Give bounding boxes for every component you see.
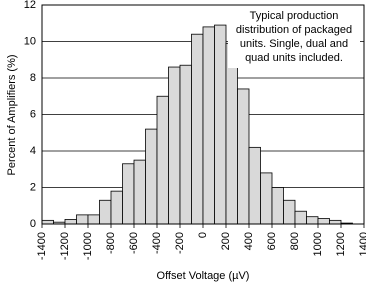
- bar: [317, 218, 330, 225]
- bar: [283, 199, 296, 225]
- bar: [191, 33, 204, 225]
- annotation: distribution of packaged: [236, 24, 352, 36]
- x-tick-label: -400: [151, 232, 163, 254]
- annotation-box: [228, 8, 360, 68]
- bar: [179, 64, 192, 225]
- x-tick-label: -1400: [36, 232, 48, 260]
- bar: [271, 187, 284, 225]
- x-tick-label: 200: [220, 232, 232, 250]
- bar: [110, 190, 123, 225]
- y-tick-label: 12: [24, 0, 36, 11]
- bar: [237, 88, 250, 225]
- y-tick-label: 10: [24, 35, 36, 47]
- y-tick-label: 2: [30, 181, 36, 193]
- bar: [214, 24, 227, 225]
- bar: [329, 219, 342, 225]
- y-tick-label: 4: [30, 145, 36, 157]
- x-tick-label: 0: [197, 232, 209, 238]
- x-tick-label: -1000: [82, 232, 94, 260]
- bar: [168, 66, 181, 225]
- bar: [145, 128, 158, 225]
- x-tick-label: -600: [128, 232, 140, 254]
- bar: [99, 199, 112, 225]
- bar: [41, 219, 54, 225]
- bar: [87, 214, 100, 225]
- bar: [225, 42, 238, 225]
- bar: [76, 214, 89, 225]
- y-tick-label: 8: [30, 72, 36, 84]
- y-tick-label: 6: [30, 108, 36, 120]
- bar: [306, 216, 319, 225]
- x-tick-label: 800: [289, 232, 301, 250]
- bar: [122, 163, 135, 225]
- annotation: units. Single, dual and: [240, 38, 348, 50]
- annotation: Typical production: [250, 10, 339, 22]
- x-tick-label: 1200: [335, 232, 347, 256]
- x-axis-label: Offset Voltage (µV): [157, 270, 250, 282]
- bar: [156, 95, 169, 225]
- y-axis-label: Percent of Amplifiers (%): [6, 54, 18, 175]
- bar: [64, 219, 77, 225]
- bar: [248, 146, 261, 225]
- annotation: quad units included.: [245, 52, 343, 64]
- x-tick-label: -200: [174, 232, 186, 254]
- y-tick-label: 0: [30, 218, 36, 230]
- plot-frame: [41, 4, 365, 225]
- bar: [133, 159, 146, 225]
- x-tick-label: 1000: [312, 232, 324, 256]
- x-tick-label: 600: [266, 232, 278, 250]
- bar: [294, 210, 307, 225]
- x-tick-label: 1400: [358, 232, 366, 256]
- x-tick-label: -800: [105, 232, 117, 254]
- bar: [202, 26, 215, 225]
- bar: [260, 172, 273, 225]
- x-tick-label: 400: [243, 232, 255, 250]
- x-tick-label: -1200: [59, 232, 71, 260]
